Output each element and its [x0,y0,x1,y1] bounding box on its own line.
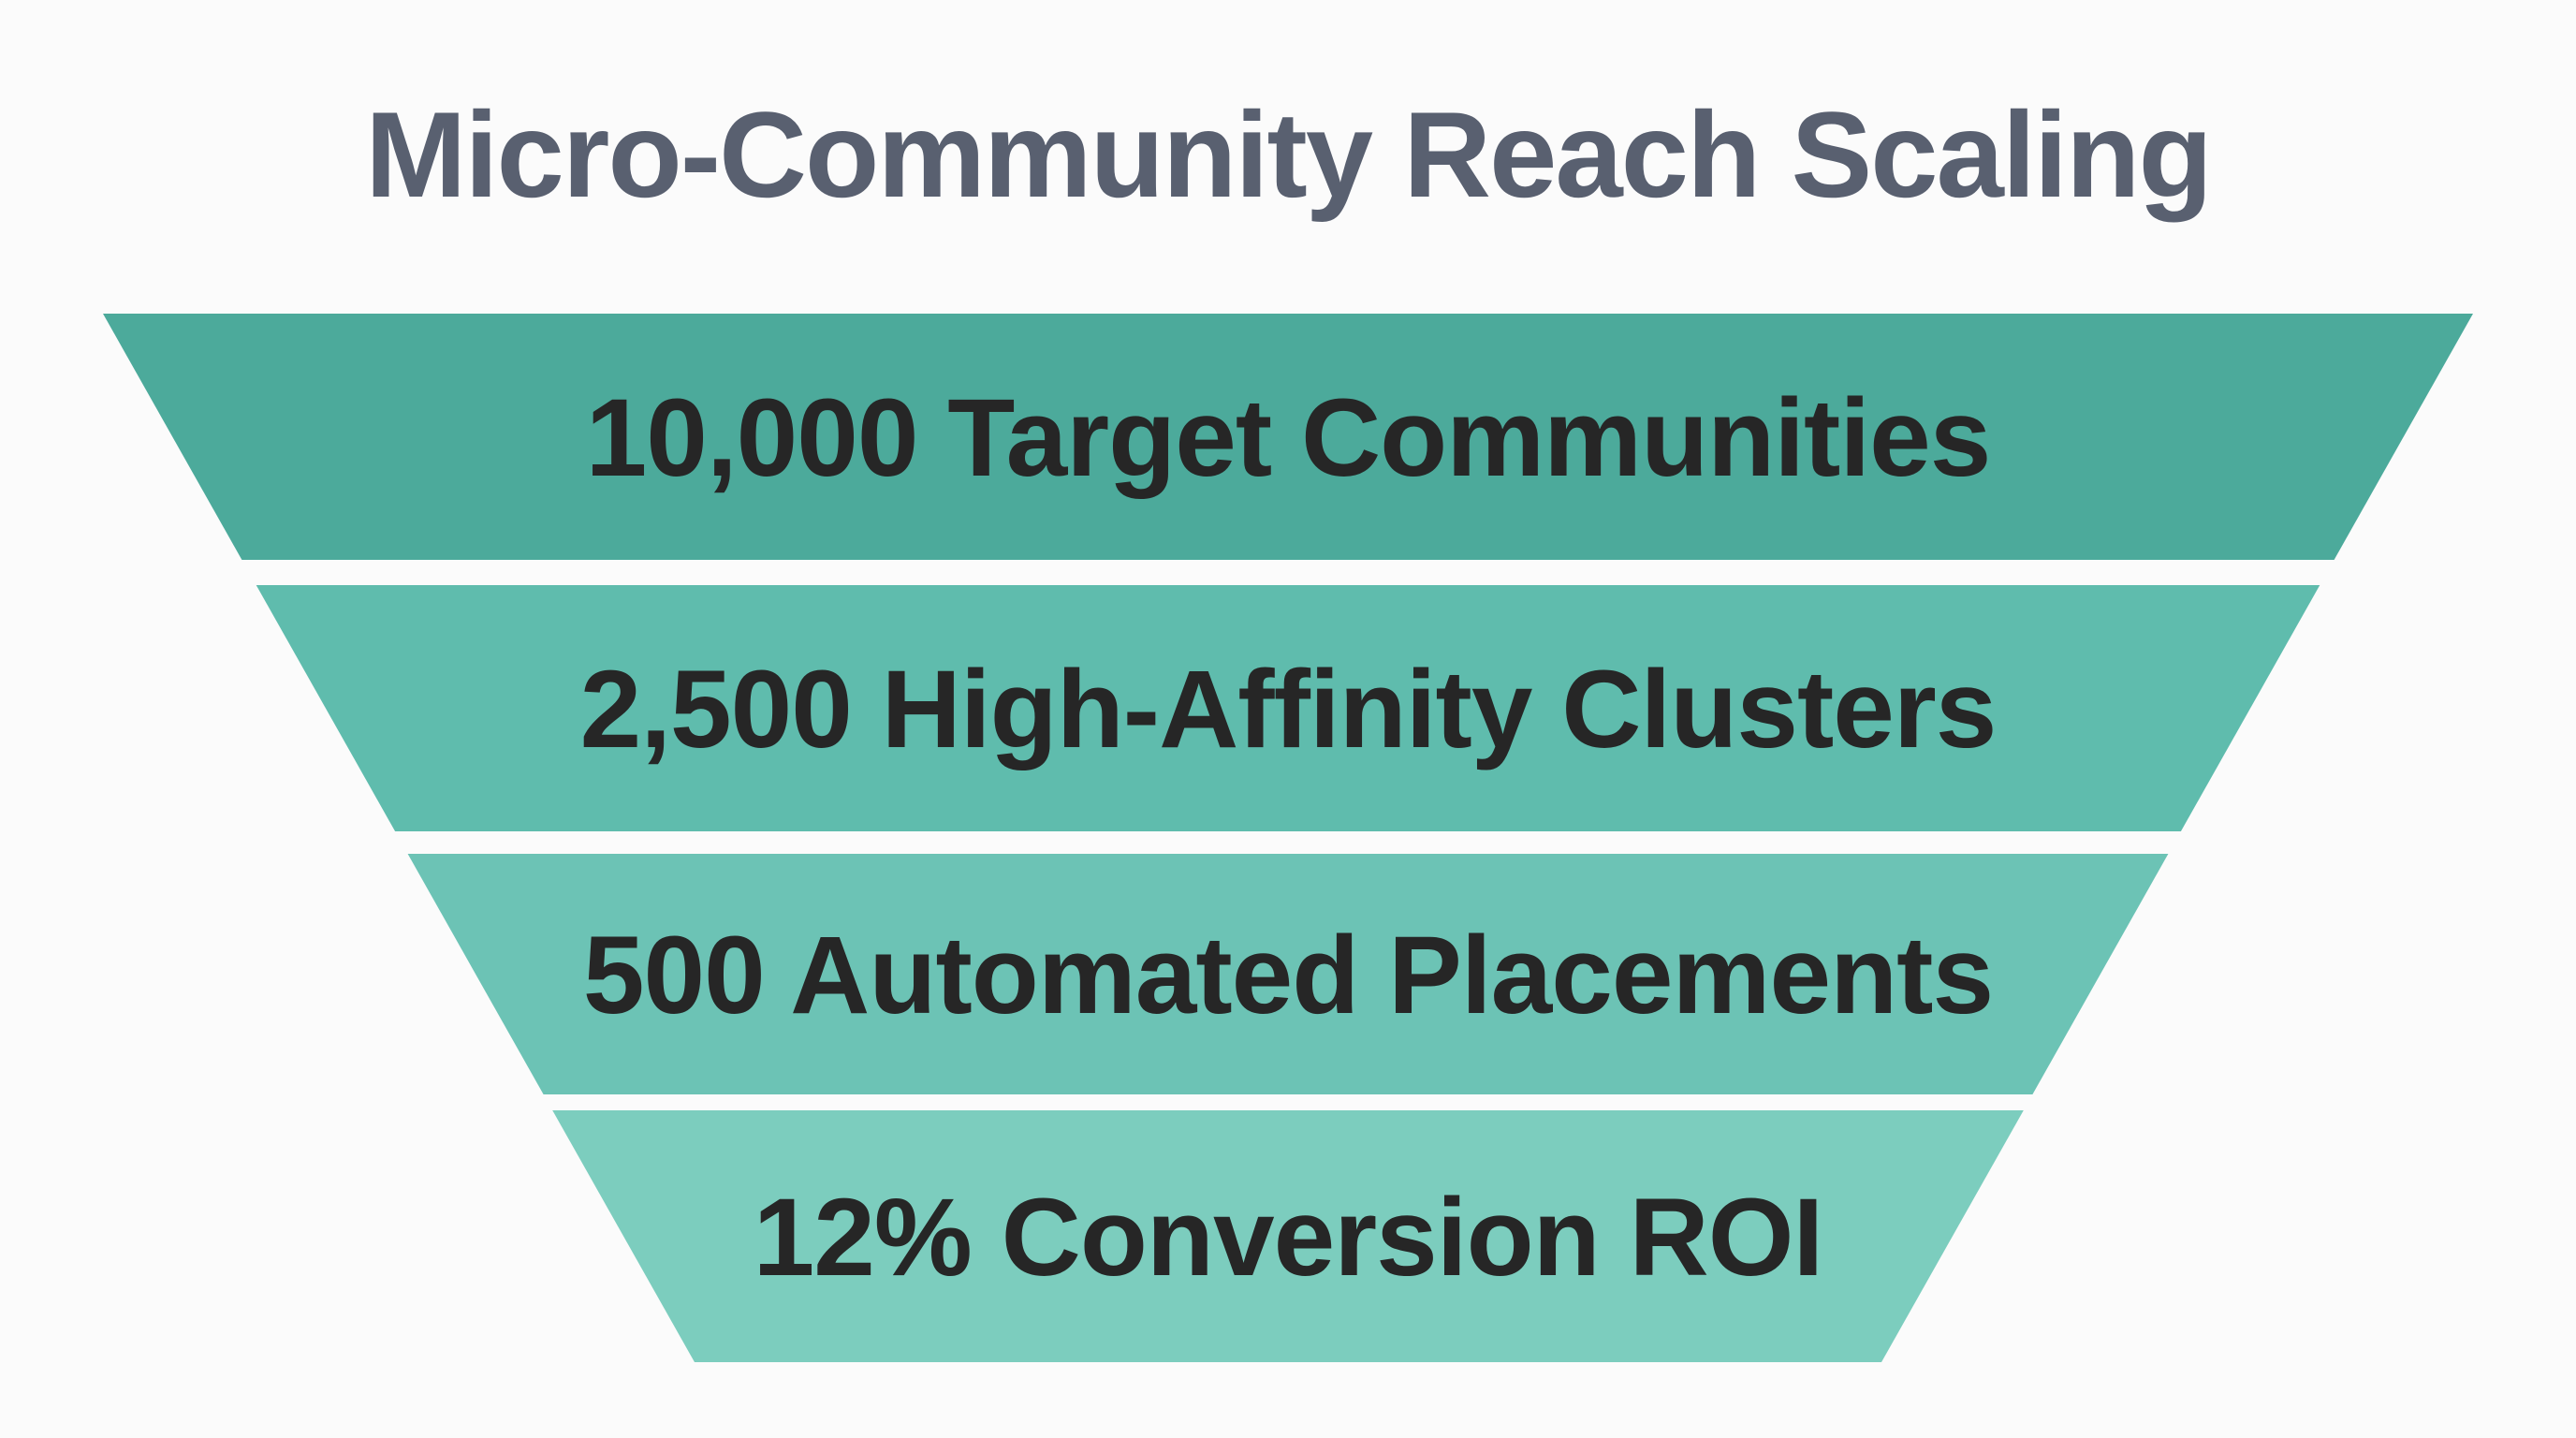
funnel-stage-2-shape [256,585,2320,831]
funnel-stage-4-shape [552,1110,2024,1362]
funnel-stage-3-shape [407,854,2169,1094]
funnel-stage-3-label: 500 Automated Placements [583,914,1993,1037]
funnel-stage-1-shape [103,314,2473,560]
chart-title: Micro-Community Reach Scaling [365,86,2211,223]
funnel-stage-4-label: 12% Conversion ROI [754,1176,1823,1299]
funnel-stage-1-label: 10,000 Target Communities [586,376,1991,500]
funnel-stage-2-label: 2,500 High-Affinity Clusters [580,648,1997,771]
